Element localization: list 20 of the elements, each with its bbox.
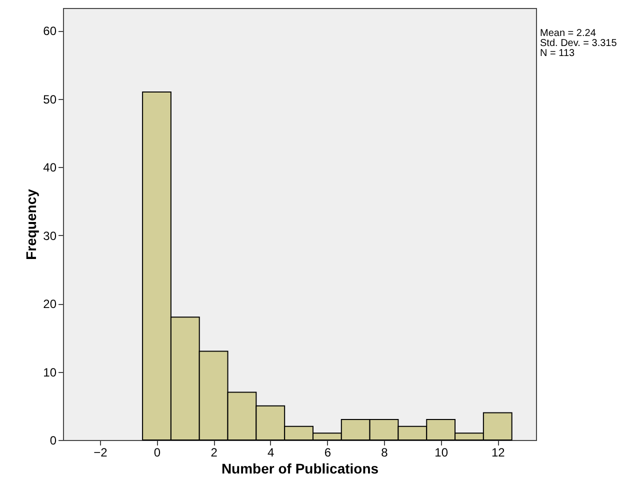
x-tick-label: 6	[324, 446, 332, 460]
x-tick-label: 0	[154, 446, 161, 460]
x-axis-title: Number of Publications	[221, 460, 379, 476]
x-tick-label: 12	[491, 446, 506, 460]
x-tick-label: 2	[210, 446, 218, 460]
y-tick-label: 50	[43, 92, 57, 106]
y-tick-label: 40	[43, 160, 57, 175]
y-tick-label: 20	[43, 297, 57, 312]
text: Mean = 2.24	[540, 28, 597, 39]
y-tick-label: 30	[43, 228, 57, 243]
x-tick-label: 10	[434, 446, 448, 460]
x-tick-label: 4	[268, 446, 275, 460]
text: Std. Dev. = 3.315	[540, 38, 617, 49]
text: N = 113	[540, 48, 576, 59]
y-tick-label: 0	[50, 434, 57, 448]
y-axis-title: Frequency	[23, 188, 40, 260]
y-tick-label: 10	[43, 365, 57, 380]
x-tick-label: 8	[381, 446, 388, 460]
y-tick-label: 60	[43, 24, 57, 38]
x-tick-label: −2	[94, 446, 108, 460]
